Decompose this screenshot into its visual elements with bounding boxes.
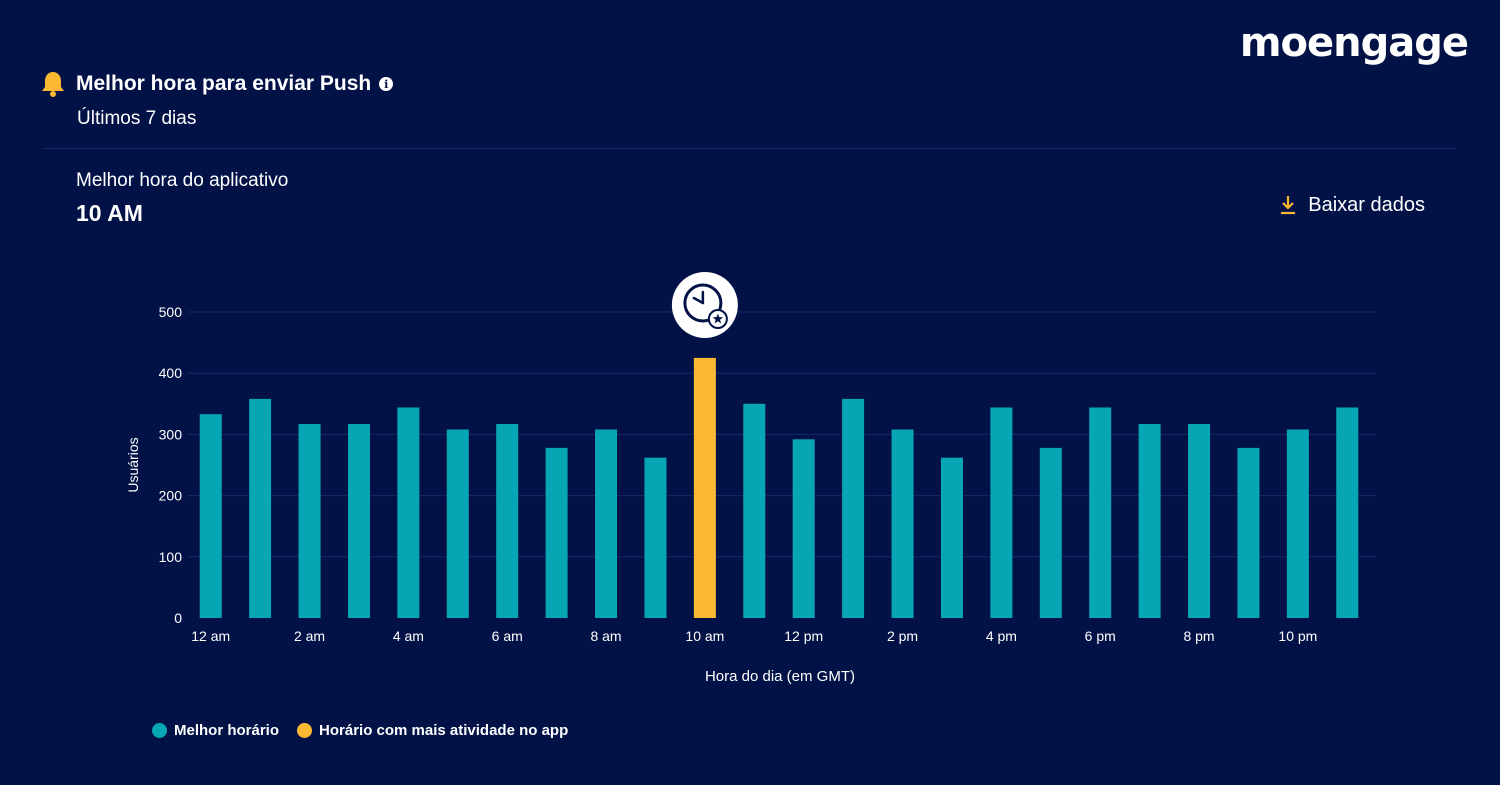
bar bbox=[1286, 429, 1309, 618]
download-button[interactable]: Baixar dados bbox=[1278, 193, 1425, 217]
bar bbox=[644, 457, 667, 618]
x-tick-label: 12 pm bbox=[784, 628, 823, 644]
x-tick-label: 10 pm bbox=[1278, 628, 1317, 644]
bar bbox=[446, 429, 469, 618]
y-tick-label: 0 bbox=[174, 610, 182, 626]
x-tick-label: 4 pm bbox=[986, 628, 1017, 644]
legend-item-best: Melhor horário bbox=[152, 722, 279, 739]
legend-swatch-best bbox=[152, 723, 167, 738]
bar bbox=[199, 414, 222, 618]
y-tick-label: 200 bbox=[159, 488, 183, 504]
y-tick-label: 300 bbox=[159, 426, 183, 442]
bar bbox=[1237, 447, 1260, 618]
clock-star-icon bbox=[671, 272, 738, 338]
bar bbox=[1039, 447, 1062, 618]
x-tick-label: 12 am bbox=[191, 628, 230, 644]
chart-header: Melhor hora para enviar Push i Últimos 7… bbox=[40, 68, 640, 130]
bell-icon bbox=[40, 70, 66, 98]
bar bbox=[249, 398, 272, 618]
bar bbox=[545, 447, 568, 618]
bar bbox=[496, 423, 519, 618]
x-tick-label: 8 am bbox=[590, 628, 621, 644]
best-time-block: Melhor hora do aplicativo 10 AM bbox=[76, 170, 288, 227]
bar bbox=[347, 423, 370, 618]
bar bbox=[842, 398, 865, 618]
x-tick-label: 6 pm bbox=[1085, 628, 1116, 644]
bar bbox=[595, 429, 618, 618]
date-range-label: Últimos 7 dias bbox=[77, 108, 197, 129]
bar-highlight bbox=[693, 357, 716, 618]
y-axis-label: Usuários bbox=[125, 437, 141, 492]
title-row: Melhor hora para enviar Push i bbox=[40, 68, 640, 100]
y-tick-label: 500 bbox=[159, 304, 183, 320]
bar bbox=[1188, 423, 1211, 618]
x-tick-label: 4 am bbox=[393, 628, 424, 644]
moengage-logo: moengage bbox=[1239, 20, 1469, 66]
x-tick-label: 8 pm bbox=[1183, 628, 1214, 644]
download-label: Baixar dados bbox=[1308, 193, 1425, 216]
legend-item-activity: Horário com mais atividade no app bbox=[297, 722, 568, 739]
page-title: Melhor hora para enviar Push bbox=[76, 72, 372, 95]
bar bbox=[1336, 407, 1359, 618]
download-icon bbox=[1278, 193, 1298, 217]
bar bbox=[743, 403, 766, 618]
x-tick-label: 6 am bbox=[492, 628, 523, 644]
best-time-value: 10 AM bbox=[76, 200, 143, 226]
best-time-label: Melhor hora do aplicativo bbox=[76, 170, 289, 191]
legend-swatch-activity bbox=[297, 723, 313, 738]
x-tick-label: 2 pm bbox=[887, 628, 918, 644]
info-icon[interactable]: i bbox=[379, 77, 394, 91]
bar bbox=[1138, 423, 1161, 618]
x-tick-label: 10 am bbox=[685, 628, 724, 644]
x-tick-label: 2 am bbox=[294, 628, 325, 644]
bar bbox=[397, 407, 420, 618]
y-tick-label: 100 bbox=[159, 549, 183, 565]
bar bbox=[1089, 407, 1112, 618]
bar bbox=[792, 439, 815, 618]
y-tick-label: 400 bbox=[159, 365, 183, 381]
bar bbox=[990, 407, 1013, 618]
bar bbox=[298, 423, 321, 618]
divider bbox=[44, 148, 1456, 149]
legend-label-activity: Horário com mais atividade no app bbox=[319, 722, 569, 739]
x-axis-label: Hora do dia (em GMT) bbox=[705, 668, 855, 685]
legend-label-best: Melhor horário bbox=[174, 722, 280, 739]
bar bbox=[940, 457, 963, 618]
bar bbox=[891, 429, 914, 618]
legend: Melhor horário Horário com mais atividad… bbox=[152, 722, 586, 739]
